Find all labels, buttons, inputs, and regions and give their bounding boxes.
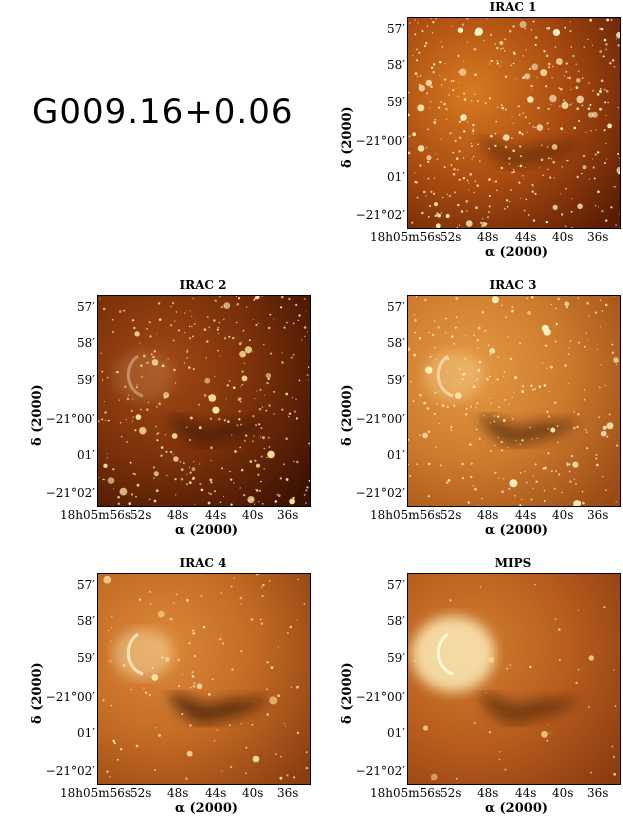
x-tick-label: 52s [130,508,152,522]
x-tick-label: 52s [130,786,152,800]
x-axis-label: α (2000) [485,801,549,816]
panel-title: IRAC 1 [489,0,537,14]
x-tick-label: 18h05m56s [60,786,132,800]
y-tick-label: 59′ [387,373,405,387]
x-tick-label: 48s [477,230,499,244]
panel-irac4: IRAC 4 57′ 58′ 59′ −21°00′ 01′ −21°02′ δ (2000)… [0,556,311,821]
x-axis-label: α (2000) [485,245,549,260]
y-tick-label: 59′ [387,95,405,109]
figure-title: G009.16+0.06 [32,92,294,132]
y-tick-label: 57′ [387,300,405,314]
x-tick-label: 44s [205,508,227,522]
x-tick-label: 18h05m56s [60,508,132,522]
y-tick-label: 59′ [77,651,95,665]
x-tick-label: 48s [167,786,189,800]
y-tick-label: 58′ [77,614,95,628]
x-tick-label: 36s [587,508,609,522]
x-tick-label: 52s [440,786,462,800]
y-tick-label: 01′ [77,726,95,740]
y-tick-label: −21°02′ [355,208,405,222]
x-tick-label: 18h05m56s [370,508,442,522]
y-tick-label: 58′ [387,58,405,72]
y-tick-label: −21°02′ [355,764,405,778]
y-tick-label: −21°02′ [45,764,95,778]
sky-image [407,17,621,229]
x-tick-label: 18h05m56s [370,786,442,800]
y-tick-label: 01′ [77,448,95,462]
y-axis-label: δ (2000) [340,384,355,446]
x-tick-label: 18h05m56s [370,230,442,244]
x-axis-label: α (2000) [175,801,239,816]
y-tick-label: 01′ [387,726,405,740]
sky-image [97,295,311,507]
sky-image [407,573,621,785]
panel-title: IRAC 4 [179,556,227,570]
x-tick-label: 40s [552,230,574,244]
x-axis-label: α (2000) [175,523,239,538]
panel-title: IRAC 2 [179,278,227,292]
x-tick-label: 48s [477,508,499,522]
panel-irac3: IRAC 3 57′ 58′ 59′ −21°00′ 01′ −21°02′ δ (2000)… [310,278,621,543]
x-tick-label: 36s [587,786,609,800]
x-tick-label: 52s [440,508,462,522]
y-tick-label: 58′ [387,614,405,628]
y-tick-label: −21°00′ [355,134,405,148]
x-tick-label: 48s [477,786,499,800]
sky-image [407,295,621,507]
y-axis-label: δ (2000) [340,662,355,724]
x-tick-label: 40s [552,508,574,522]
y-tick-label: 01′ [387,448,405,462]
y-tick-label: 57′ [387,22,405,36]
panel-title: IRAC 3 [489,278,537,292]
y-tick-label: 59′ [77,373,95,387]
panel-title: MIPS [494,556,532,570]
x-tick-label: 40s [552,786,574,800]
panel-mips: MIPS 57′ 58′ 59′ −21°00′ 01′ −21°02′ δ (2000) 18… [310,556,621,821]
y-tick-label: 57′ [77,300,95,314]
x-tick-label: 44s [515,230,537,244]
y-axis-label: δ (2000) [30,384,45,446]
y-axis-label: δ (2000) [340,106,355,168]
x-tick-label: 44s [205,786,227,800]
y-tick-label: −21°00′ [355,690,405,704]
y-tick-label: −21°02′ [355,486,405,500]
x-tick-label: 36s [587,230,609,244]
y-tick-label: 57′ [77,578,95,592]
y-tick-label: 01′ [387,170,405,184]
x-tick-label: 40s [242,508,264,522]
y-tick-label: 59′ [387,651,405,665]
y-tick-label: 57′ [387,578,405,592]
x-axis-label: α (2000) [485,523,549,538]
x-tick-label: 40s [242,786,264,800]
y-tick-label: 58′ [387,336,405,350]
x-tick-label: 48s [167,508,189,522]
y-tick-label: 58′ [77,336,95,350]
y-tick-label: −21°00′ [355,412,405,426]
panel-irac2: IRAC 2 57′ 58′ 59′ −21°00′ 01′ −21°02′ δ (2000)… [0,278,311,543]
x-tick-label: 52s [440,230,462,244]
x-tick-label: 36s [277,508,299,522]
x-tick-label: 44s [515,508,537,522]
y-axis-label: δ (2000) [30,662,45,724]
panel-irac1: IRAC 1 57′ 58′ 59′ −21°00′ 01′ −21°02′ δ (2000)… [310,0,621,265]
x-tick-label: 44s [515,786,537,800]
y-tick-label: −21°00′ [45,690,95,704]
y-tick-label: −21°02′ [45,486,95,500]
x-tick-label: 36s [277,786,299,800]
sky-image [97,573,311,785]
y-tick-label: −21°00′ [45,412,95,426]
